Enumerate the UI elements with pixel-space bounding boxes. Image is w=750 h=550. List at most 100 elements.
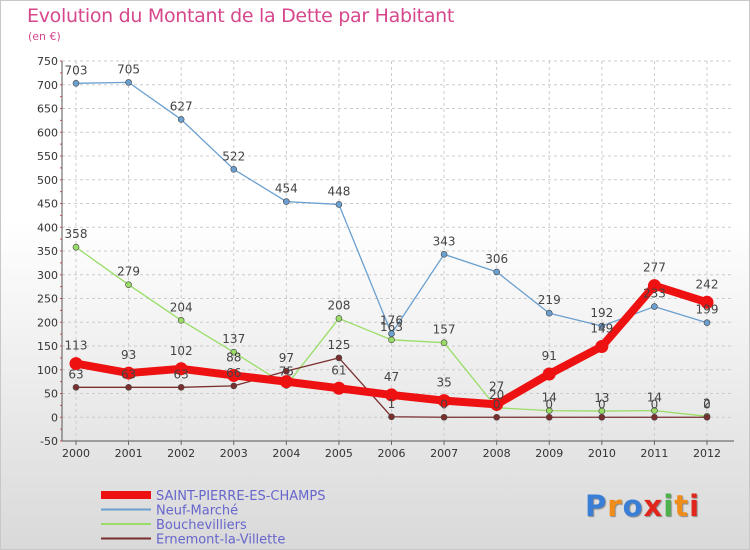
proxiti-logo: Proxiti xyxy=(585,489,700,523)
data-point xyxy=(125,281,132,289)
y-tick-label: 650 xyxy=(37,103,58,116)
data-point xyxy=(122,366,136,380)
y-tick-label: 250 xyxy=(37,293,58,306)
data-label: 102 xyxy=(170,344,193,358)
y-tick-label: 0 xyxy=(51,411,58,424)
data-point xyxy=(440,339,448,346)
data-point xyxy=(335,354,343,362)
x-tick-label: 2007 xyxy=(430,447,458,460)
y-tick-label: 450 xyxy=(37,198,58,211)
x-tick-label: 2010 xyxy=(588,447,616,460)
data-label: 2 xyxy=(703,396,711,410)
data-point xyxy=(651,303,658,310)
data-point xyxy=(493,268,500,276)
data-label: 163 xyxy=(380,320,403,334)
data-label: 91 xyxy=(542,349,557,363)
data-label: 75 xyxy=(279,365,294,379)
data-point xyxy=(545,309,553,317)
data-label: 1 xyxy=(388,397,396,411)
data-point xyxy=(177,116,185,123)
data-label: 204 xyxy=(170,300,193,314)
data-label: 277 xyxy=(643,261,666,275)
data-label: 343 xyxy=(433,234,456,248)
data-point xyxy=(598,413,606,421)
data-label: 522 xyxy=(222,149,245,163)
x-tick-label: 2001 xyxy=(115,447,143,460)
data-point xyxy=(283,198,290,205)
y-tick-label: 400 xyxy=(37,221,58,234)
data-label: 63 xyxy=(121,367,136,381)
legend-label: SAINT-PIERRE-ES-CHAMPS xyxy=(156,489,325,504)
data-point xyxy=(72,243,80,251)
data-point xyxy=(542,367,556,381)
chart-unit-subtitle: (en €) xyxy=(28,30,61,43)
data-point xyxy=(493,413,500,421)
data-label: 35 xyxy=(436,376,451,390)
data-label: 14 xyxy=(542,391,557,405)
legend-label: Bouchevilliers xyxy=(156,518,247,533)
x-tick-label: 2003 xyxy=(220,447,248,460)
data-label: 47 xyxy=(384,370,399,384)
data-point xyxy=(490,397,504,411)
data-label: 279 xyxy=(117,265,140,279)
data-label: 199 xyxy=(696,303,719,317)
data-label: 242 xyxy=(696,277,719,291)
data-label: 233 xyxy=(643,287,666,301)
data-point xyxy=(230,348,238,356)
data-point xyxy=(545,407,553,414)
data-point xyxy=(335,315,343,322)
data-point xyxy=(703,413,711,421)
y-tick-label: 100 xyxy=(37,364,58,377)
y-tick-label: 500 xyxy=(37,174,58,187)
data-label: 448 xyxy=(327,184,350,198)
data-label: 0 xyxy=(598,397,606,411)
data-label: 219 xyxy=(538,293,561,307)
data-label: 0 xyxy=(703,397,711,411)
logo-letter: t xyxy=(674,489,690,523)
data-point xyxy=(703,319,711,327)
data-point xyxy=(598,322,606,330)
data-label: 0 xyxy=(493,397,501,411)
y-tick-label: 350 xyxy=(37,245,58,258)
y-tick-label: 750 xyxy=(37,55,58,68)
data-label: 627 xyxy=(170,99,193,113)
data-point xyxy=(651,407,658,414)
data-point xyxy=(545,413,553,421)
data-label: 93 xyxy=(121,348,136,362)
y-tick-label: 550 xyxy=(37,150,58,163)
data-point xyxy=(230,382,238,390)
data-point xyxy=(177,317,185,324)
data-label: 0 xyxy=(440,397,448,411)
data-point xyxy=(700,295,714,309)
y-tick-label: 200 xyxy=(37,316,58,329)
data-label: 0 xyxy=(651,397,659,411)
data-label: 61 xyxy=(331,363,346,377)
data-point xyxy=(125,384,132,391)
data-point xyxy=(174,362,188,376)
data-point xyxy=(283,367,290,375)
data-label: 358 xyxy=(65,227,88,241)
x-tick-label: 2005 xyxy=(325,447,353,460)
x-tick-label: 2000 xyxy=(62,447,90,460)
y-tick-label: -50 xyxy=(40,435,58,448)
logo-letter: x xyxy=(643,489,664,523)
data-label: 454 xyxy=(275,182,298,196)
data-point xyxy=(332,381,346,395)
data-label: 176 xyxy=(380,314,403,328)
data-label: 63 xyxy=(174,367,189,381)
x-tick-label: 2008 xyxy=(483,447,511,460)
x-tick-label: 2009 xyxy=(535,447,563,460)
legend-label: Ernemont-la-Villette xyxy=(156,533,285,548)
logo-letter: P xyxy=(585,489,608,523)
x-tick-label: 2011 xyxy=(640,447,668,460)
logo-letter: i xyxy=(689,489,701,523)
data-point xyxy=(437,394,451,408)
data-label: 137 xyxy=(222,332,245,346)
data-point xyxy=(72,80,80,87)
data-label: 306 xyxy=(485,252,508,266)
data-point xyxy=(72,384,80,391)
data-point xyxy=(177,384,185,391)
logo-letter: o xyxy=(622,489,644,523)
